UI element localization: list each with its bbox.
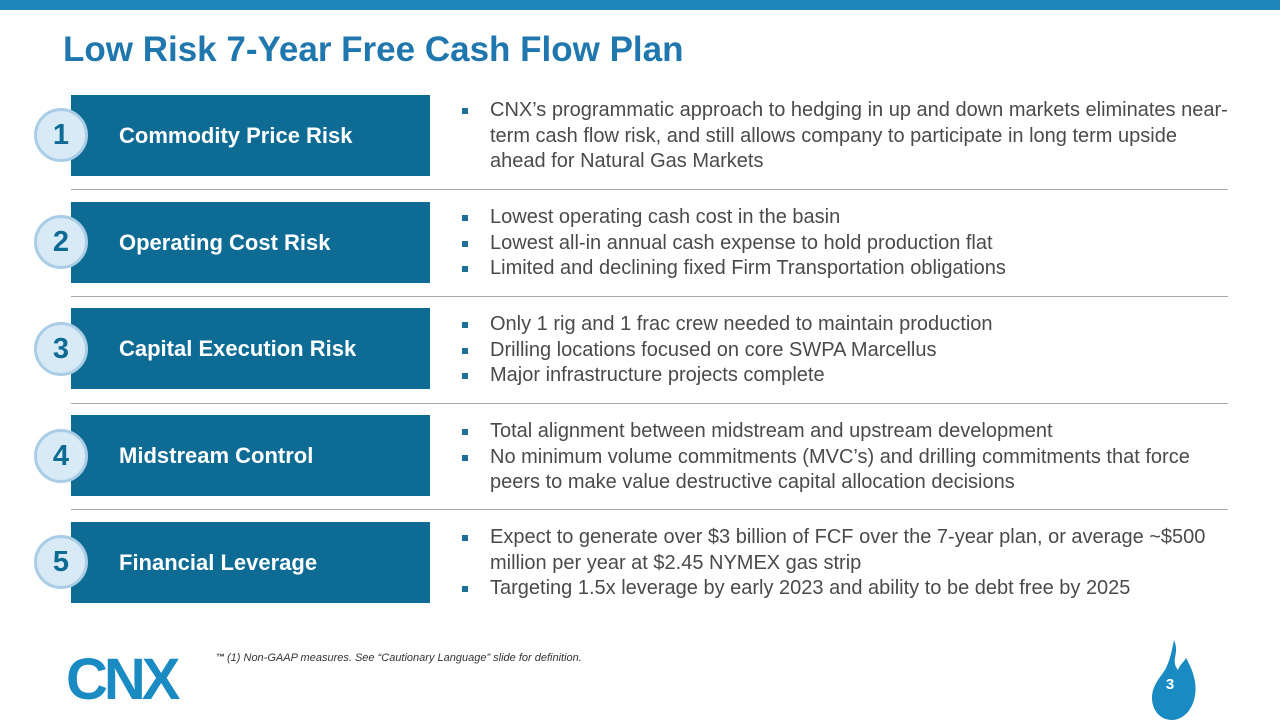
bullet-list-operating-cost: Lowest operating cash cost in the basin …	[458, 205, 1228, 282]
bullet-item: Lowest all-in annual cash expense to hol…	[458, 231, 1228, 257]
svg-text:CNX: CNX	[66, 652, 181, 704]
risk-box-commodity-price: Commodity Price Risk	[71, 95, 430, 176]
bullet-list-midstream-control: Total alignment between midstream and up…	[458, 419, 1228, 496]
trademark-symbol: ™	[216, 652, 225, 662]
risk-box-financial-leverage: Financial Leverage	[71, 522, 430, 603]
bullet-item: CNX’s programmatic approach to hedging i…	[458, 98, 1228, 175]
top-accent-bar	[0, 0, 1280, 10]
row-divider	[71, 296, 1228, 297]
risk-box-capital-execution: Capital Execution Risk	[71, 308, 430, 389]
flame-icon	[1152, 640, 1196, 720]
bullet-item: Drilling locations focused on core SWPA …	[458, 338, 1228, 364]
risk-label: Operating Cost Risk	[119, 230, 331, 255]
risk-label: Financial Leverage	[119, 550, 318, 575]
bullet-item: Limited and declining fixed Firm Transpo…	[458, 256, 1228, 282]
risk-label: Commodity Price Risk	[119, 123, 353, 148]
bullet-item: Major infrastructure projects complete	[458, 363, 1228, 389]
risk-label: Capital Execution Risk	[119, 336, 357, 361]
number-badge-1: 1	[34, 108, 88, 162]
risk-label: Midstream Control	[119, 443, 314, 468]
bullet-list-commodity-price: CNX’s programmatic approach to hedging i…	[458, 98, 1228, 175]
cnx-logo: CNX	[66, 652, 185, 704]
risk-box-operating-cost: Operating Cost Risk	[71, 202, 430, 283]
row-divider	[71, 403, 1228, 404]
number-badge-3: 3	[34, 322, 88, 376]
number-badge-2: 2	[34, 215, 88, 269]
bullet-list-financial-leverage: Expect to generate over $3 billion of FC…	[458, 525, 1228, 602]
bullet-item: Total alignment between midstream and up…	[458, 419, 1228, 445]
bullet-item: Lowest operating cash cost in the basin	[458, 205, 1228, 231]
bullet-item: Targeting 1.5x leverage by early 2023 an…	[458, 576, 1228, 602]
footnote: (1) Non-GAAP measures. See “Cautionary L…	[227, 652, 582, 664]
bullet-item: No minimum volume commitments (MVC’s) an…	[458, 445, 1228, 496]
slide-title: Low Risk 7-Year Free Cash Flow Plan	[63, 30, 684, 69]
bullet-list-capital-execution: Only 1 rig and 1 frac crew needed to mai…	[458, 312, 1228, 389]
risk-box-midstream-control: Midstream Control	[71, 415, 430, 496]
bullet-item: Only 1 rig and 1 frac crew needed to mai…	[458, 312, 1228, 338]
row-divider	[71, 509, 1228, 510]
bullet-item: Expect to generate over $3 billion of FC…	[458, 525, 1228, 576]
row-divider	[71, 189, 1228, 190]
number-badge-4: 4	[34, 429, 88, 483]
number-badge-5: 5	[34, 535, 88, 589]
page-number: 3	[1165, 676, 1175, 693]
